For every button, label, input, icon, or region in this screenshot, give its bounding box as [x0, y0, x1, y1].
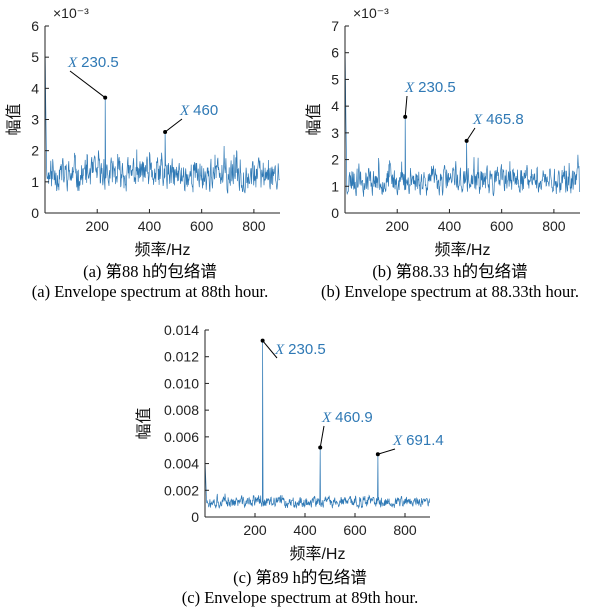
x-tick-label-b-2: 600	[490, 218, 514, 234]
annotation-leader-c-0	[262, 340, 278, 359]
y-tick-label-a-1: 1	[31, 174, 39, 190]
annotation-prefix-a-0: X	[67, 55, 78, 71]
caption-a: (a) 第88 h的包络谱 (a) Envelope spectrum at 8…	[0, 262, 300, 302]
annotation-prefix-b-0: X	[404, 80, 415, 96]
series-line-b	[344, 41, 581, 197]
caption-b-en: (b) Envelope spectrum at 88.33th hour.	[321, 282, 579, 301]
caption-c-cn: (c) 第89 h的包络谱	[233, 568, 367, 587]
x-axis-label-a: 频率/Hz	[134, 241, 190, 259]
caption-a-en: (a) Envelope spectrum at 88th hour.	[31, 282, 269, 301]
annotation-prefix-c-0: X	[274, 342, 285, 358]
y-tick-label-a-4: 4	[31, 80, 39, 96]
annotation-leader-c-2	[377, 448, 396, 455]
y-tick-label-b-4: 4	[331, 98, 339, 114]
annotation-prefix-c-2: X	[392, 433, 403, 449]
annotation-leader-b-0	[404, 95, 408, 117]
annotation-c-0: X 230.5	[274, 341, 326, 358]
y-tick-label-a-0: 0	[31, 205, 39, 221]
annotation-leader-a-1	[164, 118, 183, 133]
annotation-prefix-a-1: X	[179, 103, 190, 119]
y-tick-label-c-4: 0.008	[164, 402, 199, 418]
y-tick-label-b-5: 5	[331, 71, 339, 87]
y-tick-label-b-2: 2	[331, 152, 339, 168]
x-tick-label-a-1: 400	[138, 218, 162, 234]
y-tick-label-a-6: 6	[31, 18, 39, 34]
annotation-value-b-1: 465.8	[486, 111, 524, 128]
annotation-value-b-0: 230.5	[418, 79, 456, 96]
caption-c: (c) 第89 h的包络谱 (c) Envelope spectrum at 8…	[150, 568, 450, 608]
y-tick-label-a-2: 2	[31, 143, 39, 159]
x-tick-label-c-1: 400	[293, 522, 317, 538]
x-axis-label-c: 频率/Hz	[289, 545, 345, 563]
annotation-value-c-2: 691.4	[406, 432, 444, 449]
y-tick-label-b-0: 0	[331, 205, 339, 221]
y-tick-label-a-5: 5	[31, 49, 39, 65]
annotation-value-a-1: 460	[193, 102, 218, 119]
x-tick-label-b-1: 400	[438, 218, 462, 234]
y-tick-label-c-5: 0.010	[164, 375, 199, 391]
y-tick-label-c-2: 0.004	[164, 456, 199, 472]
x-tick-label-c-0: 200	[243, 522, 267, 538]
y-tick-label-c-7: 0.014	[164, 322, 199, 338]
series-line-a	[44, 41, 280, 194]
x-tick-label-a-2: 600	[190, 218, 214, 234]
x-tick-label-b-3: 800	[542, 218, 566, 234]
y-tick-label-c-0: 0	[191, 509, 199, 525]
x-tick-label-c-3: 800	[393, 522, 417, 538]
annotation-leader-b-1	[466, 127, 476, 142]
annotation-value-c-0: 230.5	[288, 341, 326, 358]
y-tick-label-c-3: 0.006	[164, 429, 199, 445]
y-tick-label-b-7: 7	[331, 18, 339, 34]
annotation-a-0: X 230.5	[67, 54, 119, 71]
series-line-c	[204, 340, 431, 510]
annotation-b-1: X 465.8	[472, 111, 524, 128]
annotation-b-0: X 230.5	[404, 79, 456, 96]
x-tick-label-c-2: 600	[343, 522, 367, 538]
annotation-leader-a-0	[69, 70, 106, 99]
caption-b: (b) 第88.33 h的包络谱 (b) Envelope spectrum a…	[300, 262, 600, 302]
x-axis-label-b: 频率/Hz	[434, 241, 490, 259]
y-tick-label-c-1: 0.002	[164, 482, 199, 498]
x-tick-label-b-0: 200	[386, 218, 410, 234]
y-axis-label-b: 幅值	[305, 103, 323, 135]
annotation-c-1: X 460.9	[321, 409, 373, 426]
y-exponent-a: ×10⁻³	[53, 5, 89, 21]
annotation-prefix-c-1: X	[321, 410, 332, 426]
y-axis-label-c: 幅值	[135, 407, 153, 439]
caption-b-cn: (b) 第88.33 h的包络谱	[372, 262, 528, 281]
x-tick-label-a-3: 800	[242, 218, 266, 234]
y-tick-label-b-3: 3	[331, 125, 339, 141]
y-tick-label-c-6: 0.012	[164, 349, 199, 365]
caption-a-cn: (a) 第88 h的包络谱	[83, 262, 217, 281]
x-tick-label-a-0: 200	[86, 218, 110, 234]
caption-c-en: (c) Envelope spectrum at 89th hour.	[181, 588, 419, 607]
y-tick-label-b-1: 1	[331, 178, 339, 194]
y-tick-label-b-6: 6	[331, 45, 339, 61]
annotation-a-1: X 460	[179, 102, 218, 119]
annotation-leader-c-1	[319, 425, 325, 448]
y-tick-label-a-3: 3	[31, 112, 39, 128]
annotation-value-a-0: 230.5	[81, 54, 119, 71]
annotation-prefix-b-1: X	[472, 112, 483, 128]
y-exponent-b: ×10⁻³	[353, 5, 389, 21]
y-axis-label-a: 幅值	[5, 103, 23, 135]
annotation-value-c-1: 460.9	[335, 409, 373, 426]
chart-c: 0 0.002 0.004 0.006 0.008 0.010 0.012 0.014 200 4…	[135, 322, 444, 563]
annotation-c-2: X 691.4	[392, 432, 444, 449]
